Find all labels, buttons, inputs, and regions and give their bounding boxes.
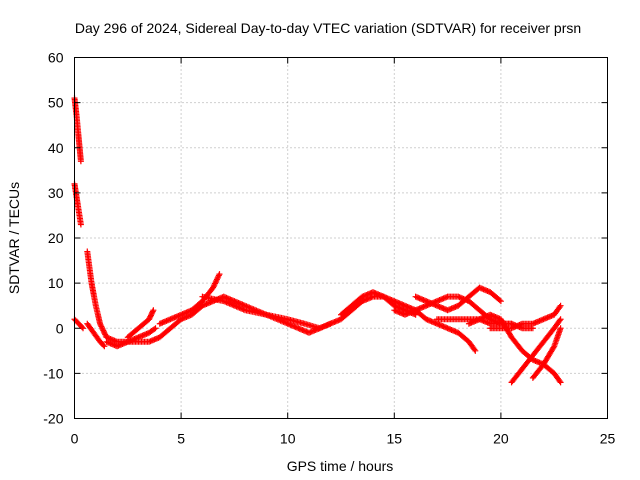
x-tick-label: 25 — [600, 431, 616, 447]
series-arc-f — [103, 293, 419, 350]
data-point — [100, 328, 107, 335]
series-arc-q — [529, 325, 564, 381]
x-tick-label: 20 — [493, 431, 509, 447]
series-arc-b — [71, 180, 84, 228]
data-point — [214, 275, 221, 282]
data-point — [556, 303, 563, 310]
data-point — [98, 323, 105, 330]
y-tick-label: 20 — [48, 230, 64, 246]
data-point — [210, 283, 217, 290]
series-arc-p — [508, 316, 564, 386]
x-tick-label: 10 — [280, 431, 296, 447]
data-point — [77, 158, 84, 165]
data-point — [557, 302, 564, 309]
y-tick-label: 50 — [48, 95, 64, 111]
chart-title: Day 296 of 2024, Sidereal Day-to-day VTE… — [75, 20, 581, 36]
series-arc-e — [84, 320, 108, 350]
data-point — [213, 276, 220, 283]
data-point — [472, 347, 479, 354]
y-tick-label: -10 — [43, 365, 63, 381]
series-arc-i — [199, 293, 334, 336]
y-tick-label: 0 — [56, 320, 64, 336]
plot-frame — [74, 57, 608, 419]
series-arc-h — [156, 271, 223, 327]
data-point — [101, 343, 108, 350]
data-point — [101, 330, 108, 337]
data-point — [557, 325, 564, 332]
y-tick-label: 10 — [48, 275, 64, 291]
y-tick-label: -20 — [43, 411, 63, 427]
data-point — [151, 326, 158, 333]
y-tick-label: 40 — [48, 140, 64, 156]
data-point — [102, 331, 109, 338]
data-point — [97, 322, 104, 329]
data-point — [496, 297, 503, 304]
data-point — [100, 327, 107, 334]
data-points — [71, 95, 564, 386]
data-point — [213, 277, 220, 284]
data-point — [77, 221, 84, 228]
series-arc-j — [338, 289, 479, 354]
x-tick-label: 5 — [177, 431, 185, 447]
y-tick-label: 60 — [48, 50, 64, 66]
series-arc-g — [124, 307, 157, 341]
data-point — [215, 272, 222, 279]
data-point — [80, 325, 87, 332]
y-tick-label: 30 — [48, 185, 64, 201]
axes: 0 5 10 15 20 25 -20 -10 0 10 20 30 40 50 60 — [43, 50, 615, 447]
data-point — [150, 307, 157, 314]
x-tick-label: 0 — [71, 431, 79, 447]
data-point — [556, 317, 563, 324]
data-point — [557, 316, 564, 323]
data-point — [216, 271, 223, 278]
data-point — [149, 308, 156, 315]
data-point — [471, 346, 478, 353]
data-point — [100, 342, 107, 349]
data-point — [497, 298, 504, 305]
data-point — [152, 325, 159, 332]
series-arc-d — [84, 248, 159, 345]
data-point — [215, 273, 222, 280]
y-axis-label: SDTVAR / TECUs — [6, 182, 22, 294]
data-point — [556, 378, 563, 385]
data-point — [557, 379, 564, 386]
data-point — [211, 281, 218, 288]
data-point — [99, 326, 106, 333]
x-tick-label: 15 — [387, 431, 403, 447]
data-point — [211, 280, 218, 287]
data-point — [550, 344, 557, 351]
series-arc-o — [487, 302, 564, 332]
data-point — [99, 324, 106, 331]
data-point — [327, 320, 334, 327]
data-point — [210, 284, 217, 291]
data-point — [97, 320, 104, 327]
series-arc-l — [412, 284, 504, 314]
data-point — [212, 279, 219, 286]
series-arc-a — [71, 95, 84, 165]
data-point — [78, 324, 85, 331]
series-arc-c — [71, 316, 87, 332]
x-axis-label: GPS time / hours — [287, 458, 394, 474]
